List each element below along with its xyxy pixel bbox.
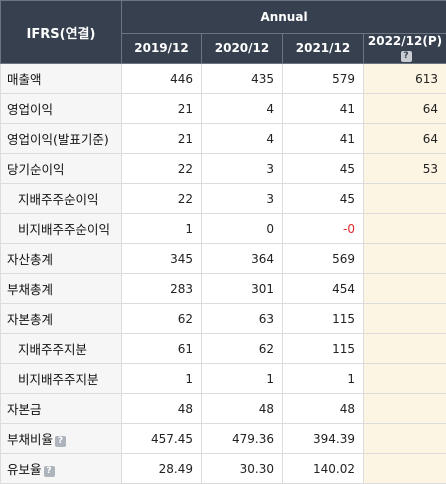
cell-value: 4 — [202, 94, 283, 124]
cell-estimate — [364, 244, 446, 274]
header-year-2022p-label: 2022/12(P) — [368, 34, 442, 48]
cell-estimate: 613 — [364, 64, 446, 94]
question-icon[interactable]: ? — [55, 436, 66, 447]
cell-value: 1 — [122, 364, 202, 394]
header-year-2020: 2020/12 — [202, 33, 283, 63]
table-row: 자본총계 62 63 115 — [1, 304, 446, 334]
table-row: 당기순이익 22 3 45 53 — [1, 154, 446, 184]
header-year-2019: 2019/12 — [122, 33, 202, 63]
cell-value: 579 — [283, 64, 364, 94]
row-label: 자산총계 — [1, 244, 122, 274]
row-label: 자본총계 — [1, 304, 122, 334]
table-row: 지배주주지분 61 62 115 — [1, 334, 446, 364]
cell-value: 115 — [283, 304, 364, 334]
cell-value: 283 — [122, 274, 202, 304]
cell-value: 63 — [202, 304, 283, 334]
table-row: 유보율? 28.49 30.30 140.02 — [1, 454, 446, 484]
row-label: 비지배주주지분 — [1, 364, 122, 394]
cell-value: 364 — [202, 244, 283, 274]
cell-estimate — [364, 424, 446, 454]
question-icon[interactable]: ? — [44, 466, 55, 477]
cell-value: 45 — [283, 184, 364, 214]
cell-value: 3 — [202, 184, 283, 214]
cell-value: 22 — [122, 184, 202, 214]
table-row: 매출액 446 435 579 613 — [1, 64, 446, 94]
cell-estimate: 64 — [364, 94, 446, 124]
cell-value: 446 — [122, 64, 202, 94]
cell-estimate — [364, 304, 446, 334]
cell-value: 345 — [122, 244, 202, 274]
cell-value: 21 — [122, 94, 202, 124]
row-label-with-help: 부채비율? — [1, 424, 122, 454]
cell-value: 394.39 — [283, 424, 364, 454]
cell-value: 41 — [283, 124, 364, 154]
cell-value: 4 — [202, 124, 283, 154]
row-label: 당기순이익 — [1, 154, 122, 184]
row-label-with-help: 유보율? — [1, 454, 122, 484]
cell-estimate — [364, 334, 446, 364]
cell-value: 435 — [202, 64, 283, 94]
header-annual: Annual — [122, 1, 446, 34]
header-year-2021: 2021/12 — [283, 33, 364, 63]
cell-estimate — [364, 274, 446, 304]
cell-value: 48 — [283, 394, 364, 424]
cell-value: 0 — [202, 214, 283, 244]
table-row: 영업이익 21 4 41 64 — [1, 94, 446, 124]
cell-value: 1 — [283, 364, 364, 394]
row-label: 부채비율 — [7, 432, 53, 447]
cell-value: 457.45 — [122, 424, 202, 454]
cell-value: 48 — [122, 394, 202, 424]
header-year-2022p: 2022/12(P)? — [364, 33, 446, 63]
cell-value: 61 — [122, 334, 202, 364]
table-row: 비지배주주지분 1 1 1 — [1, 364, 446, 394]
row-label: 부채총계 — [1, 274, 122, 304]
row-label: 유보율 — [7, 462, 42, 477]
cell-estimate — [364, 454, 446, 484]
cell-estimate — [364, 364, 446, 394]
cell-value: 62 — [122, 304, 202, 334]
cell-value: 479.36 — [202, 424, 283, 454]
row-label: 지배주주지분 — [1, 334, 122, 364]
cell-value: 41 — [283, 94, 364, 124]
cell-value: 1 — [202, 364, 283, 394]
table-row: 영업이익(발표기준) 21 4 41 64 — [1, 124, 446, 154]
row-label: 영업이익(발표기준) — [1, 124, 122, 154]
cell-value: 21 — [122, 124, 202, 154]
cell-estimate: 53 — [364, 154, 446, 184]
table-row: 자산총계 345 364 569 — [1, 244, 446, 274]
cell-value: 115 — [283, 334, 364, 364]
table-row: 부채비율? 457.45 479.36 394.39 — [1, 424, 446, 454]
row-label: 매출액 — [1, 64, 122, 94]
cell-value: 48 — [202, 394, 283, 424]
cell-value: 301 — [202, 274, 283, 304]
table-row: 자본금 48 48 48 — [1, 394, 446, 424]
table-row: 지배주주순이익 22 3 45 — [1, 184, 446, 214]
cell-value: 454 — [283, 274, 364, 304]
row-label: 지배주주순이익 — [1, 184, 122, 214]
cell-value: 3 — [202, 154, 283, 184]
cell-value: 45 — [283, 154, 364, 184]
row-label: 비지배주주순이익 — [1, 214, 122, 244]
cell-value: 30.30 — [202, 454, 283, 484]
cell-estimate — [364, 214, 446, 244]
cell-value: 569 — [283, 244, 364, 274]
cell-value: 22 — [122, 154, 202, 184]
cell-estimate: 64 — [364, 124, 446, 154]
cell-value: 62 — [202, 334, 283, 364]
cell-value: 140.02 — [283, 454, 364, 484]
cell-estimate — [364, 394, 446, 424]
cell-value-negative: -0 — [283, 214, 364, 244]
row-label: 영업이익 — [1, 94, 122, 124]
table-row: 부채총계 283 301 454 — [1, 274, 446, 304]
table-row: 비지배주주순이익 1 0 -0 — [1, 214, 446, 244]
header-ifrs: IFRS(연결) — [1, 1, 122, 64]
cell-estimate — [364, 184, 446, 214]
row-label: 자본금 — [1, 394, 122, 424]
cell-value: 28.49 — [122, 454, 202, 484]
question-icon[interactable]: ? — [401, 51, 412, 62]
cell-value: 1 — [122, 214, 202, 244]
